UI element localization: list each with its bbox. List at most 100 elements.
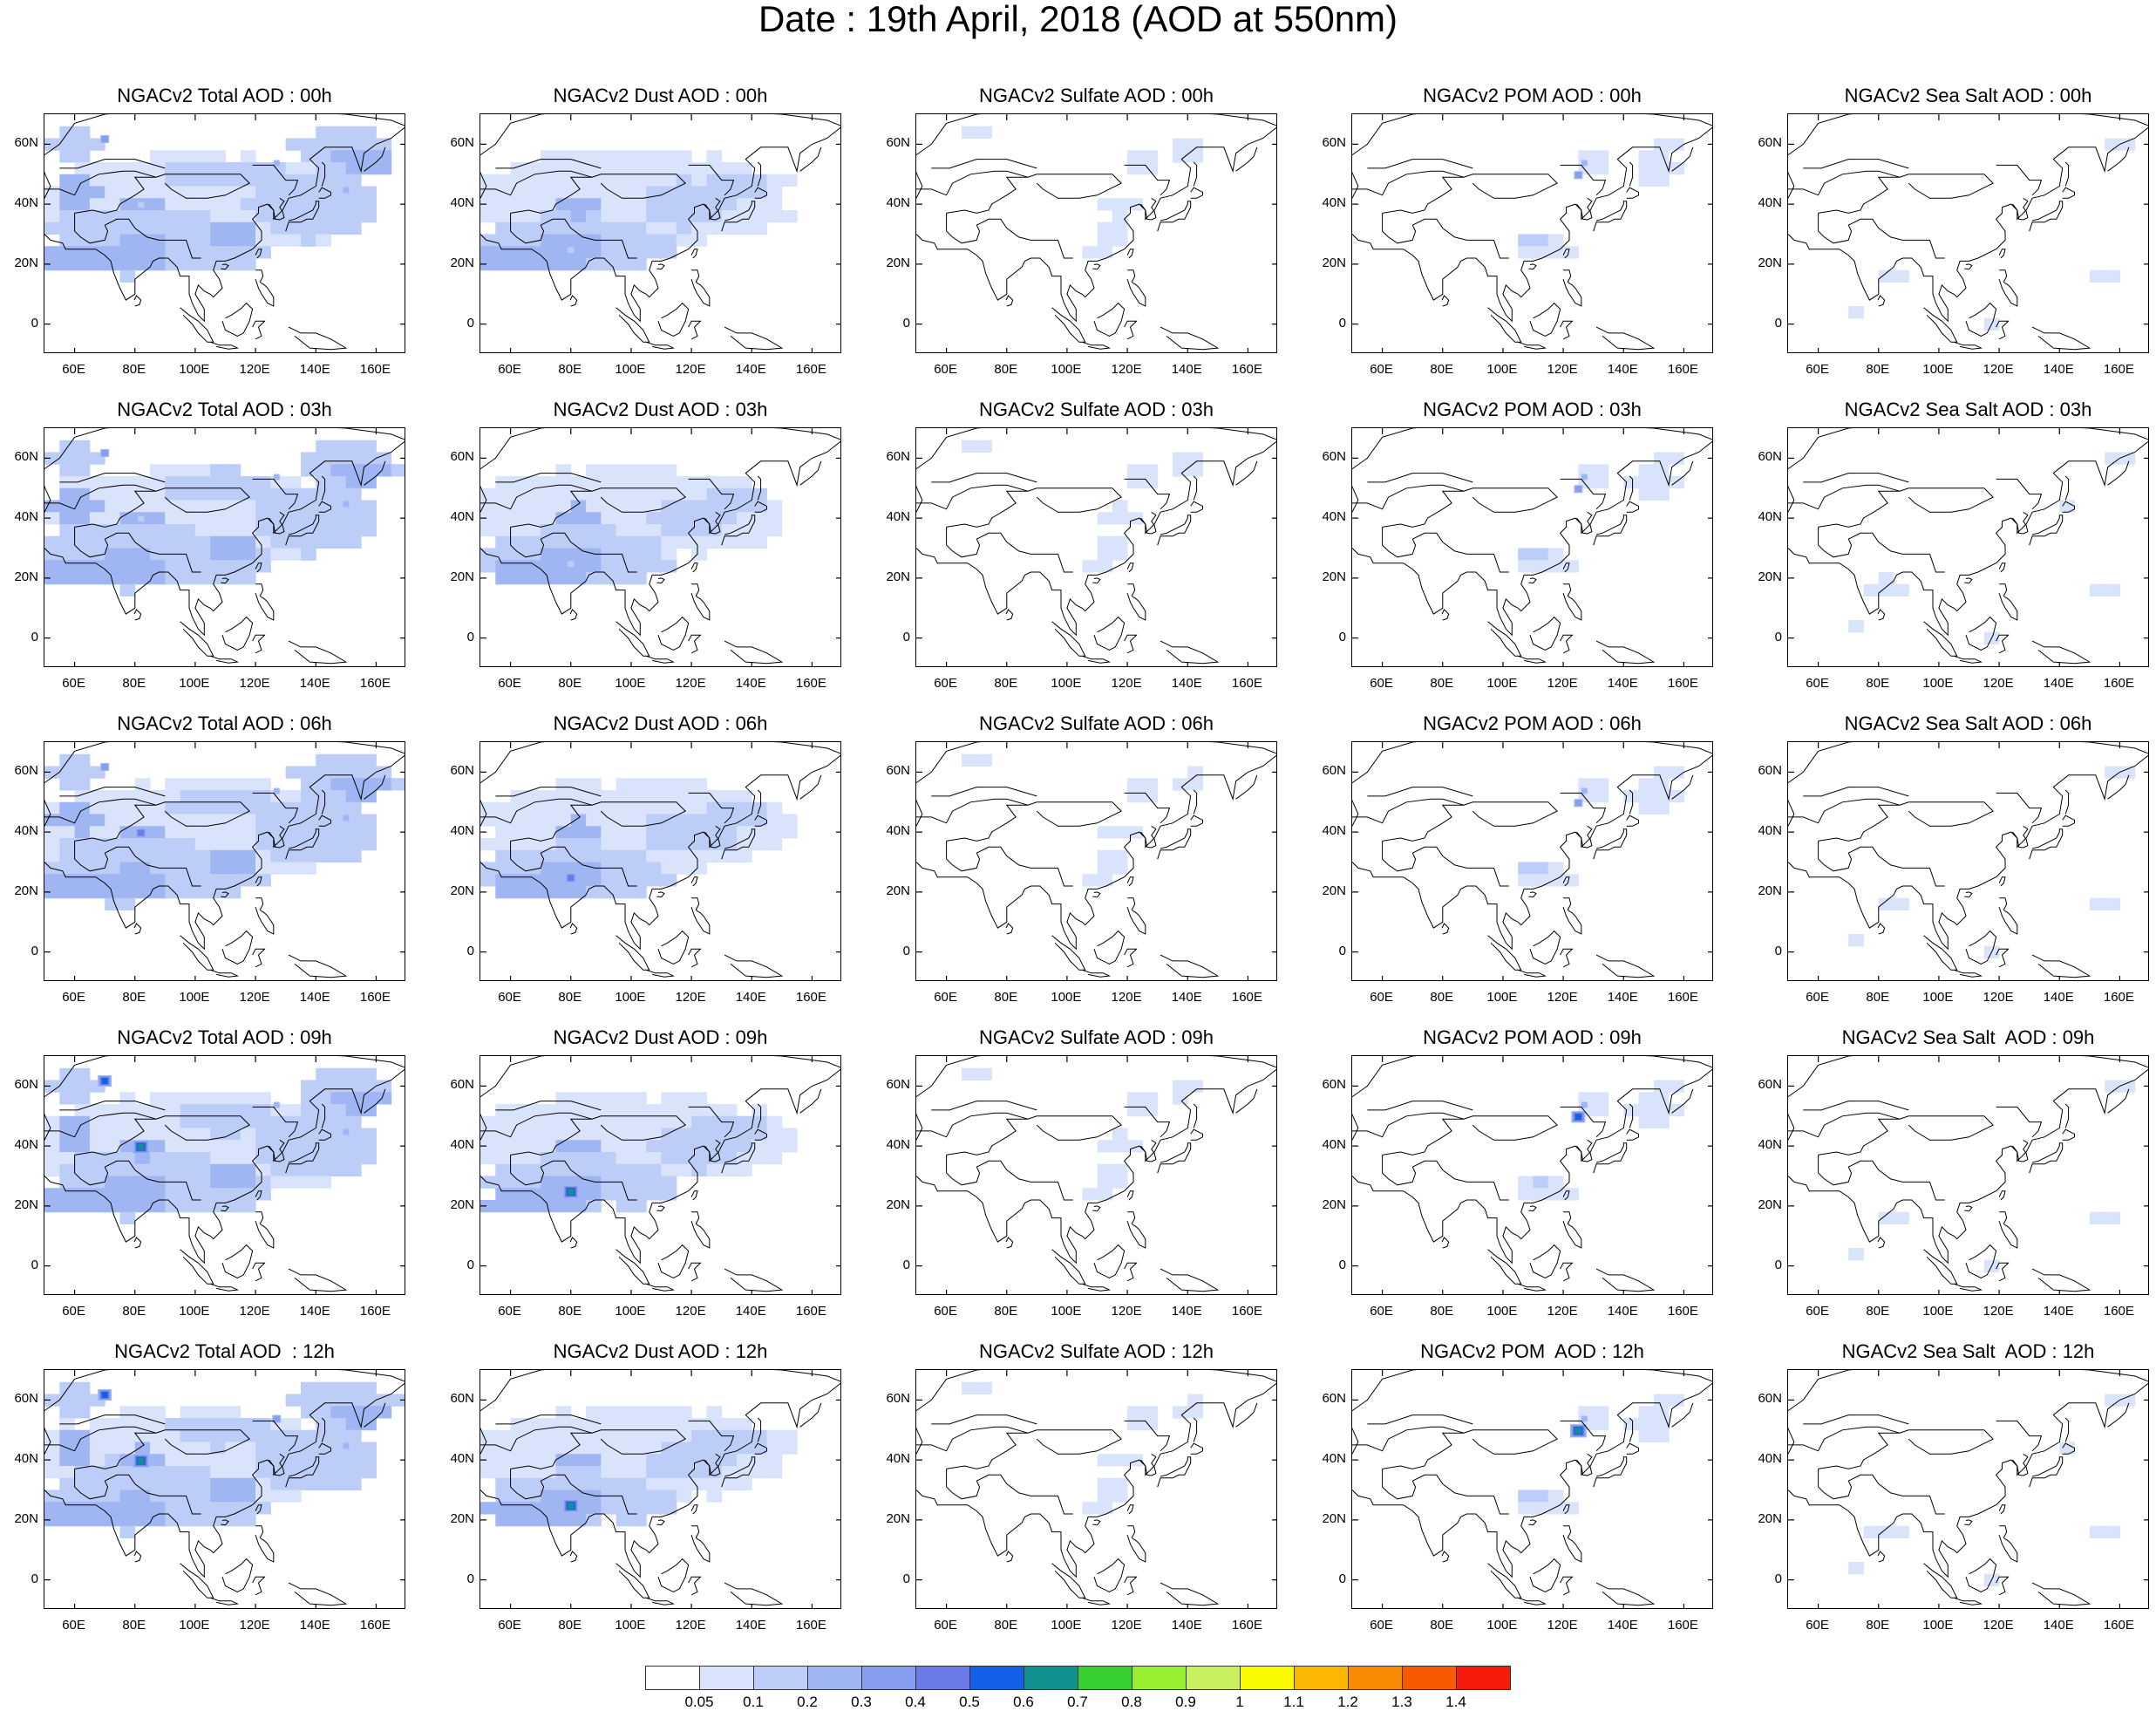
aod-cell — [255, 801, 271, 815]
coastline — [210, 655, 240, 664]
aod-cell — [676, 1115, 692, 1128]
coastline — [946, 1469, 981, 1500]
coastline — [540, 1160, 637, 1201]
colorbar-swatch — [969, 1666, 1024, 1690]
aod-cell — [630, 1104, 647, 1117]
aod-cell — [240, 1429, 256, 1442]
aod-cell — [555, 524, 572, 537]
aod-cell — [194, 1152, 211, 1165]
aod-cell — [255, 826, 271, 839]
aod-cell — [210, 512, 226, 525]
aod-cell — [345, 814, 362, 827]
aod-cell — [630, 1429, 647, 1442]
aod-cell — [752, 1152, 768, 1165]
aod-cell — [630, 258, 647, 271]
coastline — [104, 1474, 201, 1515]
aod-cell — [601, 1477, 617, 1490]
aod-cell — [210, 801, 226, 815]
coastline — [1626, 1442, 1639, 1455]
coastline — [1818, 174, 1995, 214]
x-tick-label: 60E — [1806, 1618, 1829, 1633]
coastline — [1965, 616, 1997, 651]
aod-cell — [646, 234, 662, 247]
aod-cell — [44, 801, 60, 815]
aod-cell — [255, 560, 271, 573]
aod-cell — [74, 1140, 91, 1153]
aod-cell — [194, 1454, 211, 1467]
coastline — [754, 187, 767, 199]
aod-cell — [180, 1104, 196, 1117]
coastline — [1382, 1115, 1559, 1155]
coastline — [690, 583, 711, 621]
aod-cell — [601, 1104, 617, 1117]
x-tick-label: 80E — [1430, 676, 1454, 691]
aod-cell — [766, 814, 783, 827]
aod-cell — [781, 1140, 798, 1153]
aod-cell — [74, 1163, 91, 1176]
aod-cell — [240, 1200, 256, 1213]
aod-cell — [1638, 476, 1655, 489]
coastline — [104, 1160, 201, 1201]
aod-cell — [105, 572, 120, 585]
coastline — [1441, 1551, 1450, 1563]
coastline — [180, 621, 214, 657]
coastline — [931, 1414, 1037, 1425]
coastline — [1818, 841, 1853, 872]
y-tick-label: 20N — [1758, 883, 1782, 898]
aod-cell — [495, 1514, 512, 1527]
aod-cell — [721, 1454, 738, 1467]
aod-cell — [165, 222, 181, 235]
aod-cell — [1112, 234, 1128, 247]
aod-cell — [721, 1442, 738, 1455]
aod-cell — [89, 1418, 105, 1431]
aod-hotspot — [531, 1197, 538, 1204]
y-tick-label: 20N — [886, 569, 910, 584]
y-tick-label: 20N — [450, 883, 474, 898]
aod-cell — [661, 487, 677, 501]
aod-cell — [74, 150, 91, 163]
aod-cell — [44, 138, 60, 151]
coastline — [2062, 187, 2075, 199]
coastline — [916, 798, 1029, 824]
aod-cell — [44, 210, 60, 223]
y-tick-label: 20N — [886, 1196, 910, 1212]
coastline — [255, 1504, 262, 1515]
aod-cell — [736, 1418, 752, 1431]
aod-cell — [300, 150, 316, 163]
aod-cell — [766, 512, 783, 525]
aod-cell — [134, 874, 151, 887]
coastline — [269, 1139, 285, 1162]
coastline — [721, 515, 756, 546]
coastline — [646, 1597, 676, 1605]
x-tick-label: 100E — [615, 1618, 646, 1633]
x-tick-label: 80E — [994, 676, 1018, 691]
aod-cell — [601, 487, 617, 501]
aod-cell — [555, 1128, 572, 1141]
aod-cell — [316, 234, 332, 247]
aod-cell — [270, 1115, 287, 1128]
aod-cell — [134, 560, 151, 573]
aod-cell — [300, 766, 316, 779]
aod-cell — [119, 1454, 136, 1467]
aod-cell — [150, 246, 166, 259]
y-tick-label: 60N — [886, 449, 910, 465]
coastline — [1051, 1249, 1086, 1285]
x-tick-label: 100E — [1486, 990, 1518, 1005]
aod-cell — [1533, 1489, 1549, 1503]
coastline — [1560, 1106, 1607, 1138]
aod-cell — [150, 572, 166, 585]
aod-cell — [1578, 1406, 1595, 1419]
aod-cell — [555, 234, 572, 247]
aod-cell — [74, 1067, 91, 1080]
coastline — [288, 1582, 348, 1606]
aod-cell — [736, 500, 752, 513]
aod-cell — [285, 814, 302, 827]
aod-cell — [194, 162, 211, 175]
coastline — [1998, 876, 2006, 887]
aod-cell — [1082, 1188, 1098, 1201]
aod-cell — [766, 1152, 783, 1165]
aod-cell — [570, 1477, 587, 1490]
figure-title: Date : 19th April, 2018 (AOD at 550nm) — [758, 0, 1398, 39]
y-tick-label: 40N — [1322, 1137, 1346, 1153]
coastline — [269, 825, 285, 849]
